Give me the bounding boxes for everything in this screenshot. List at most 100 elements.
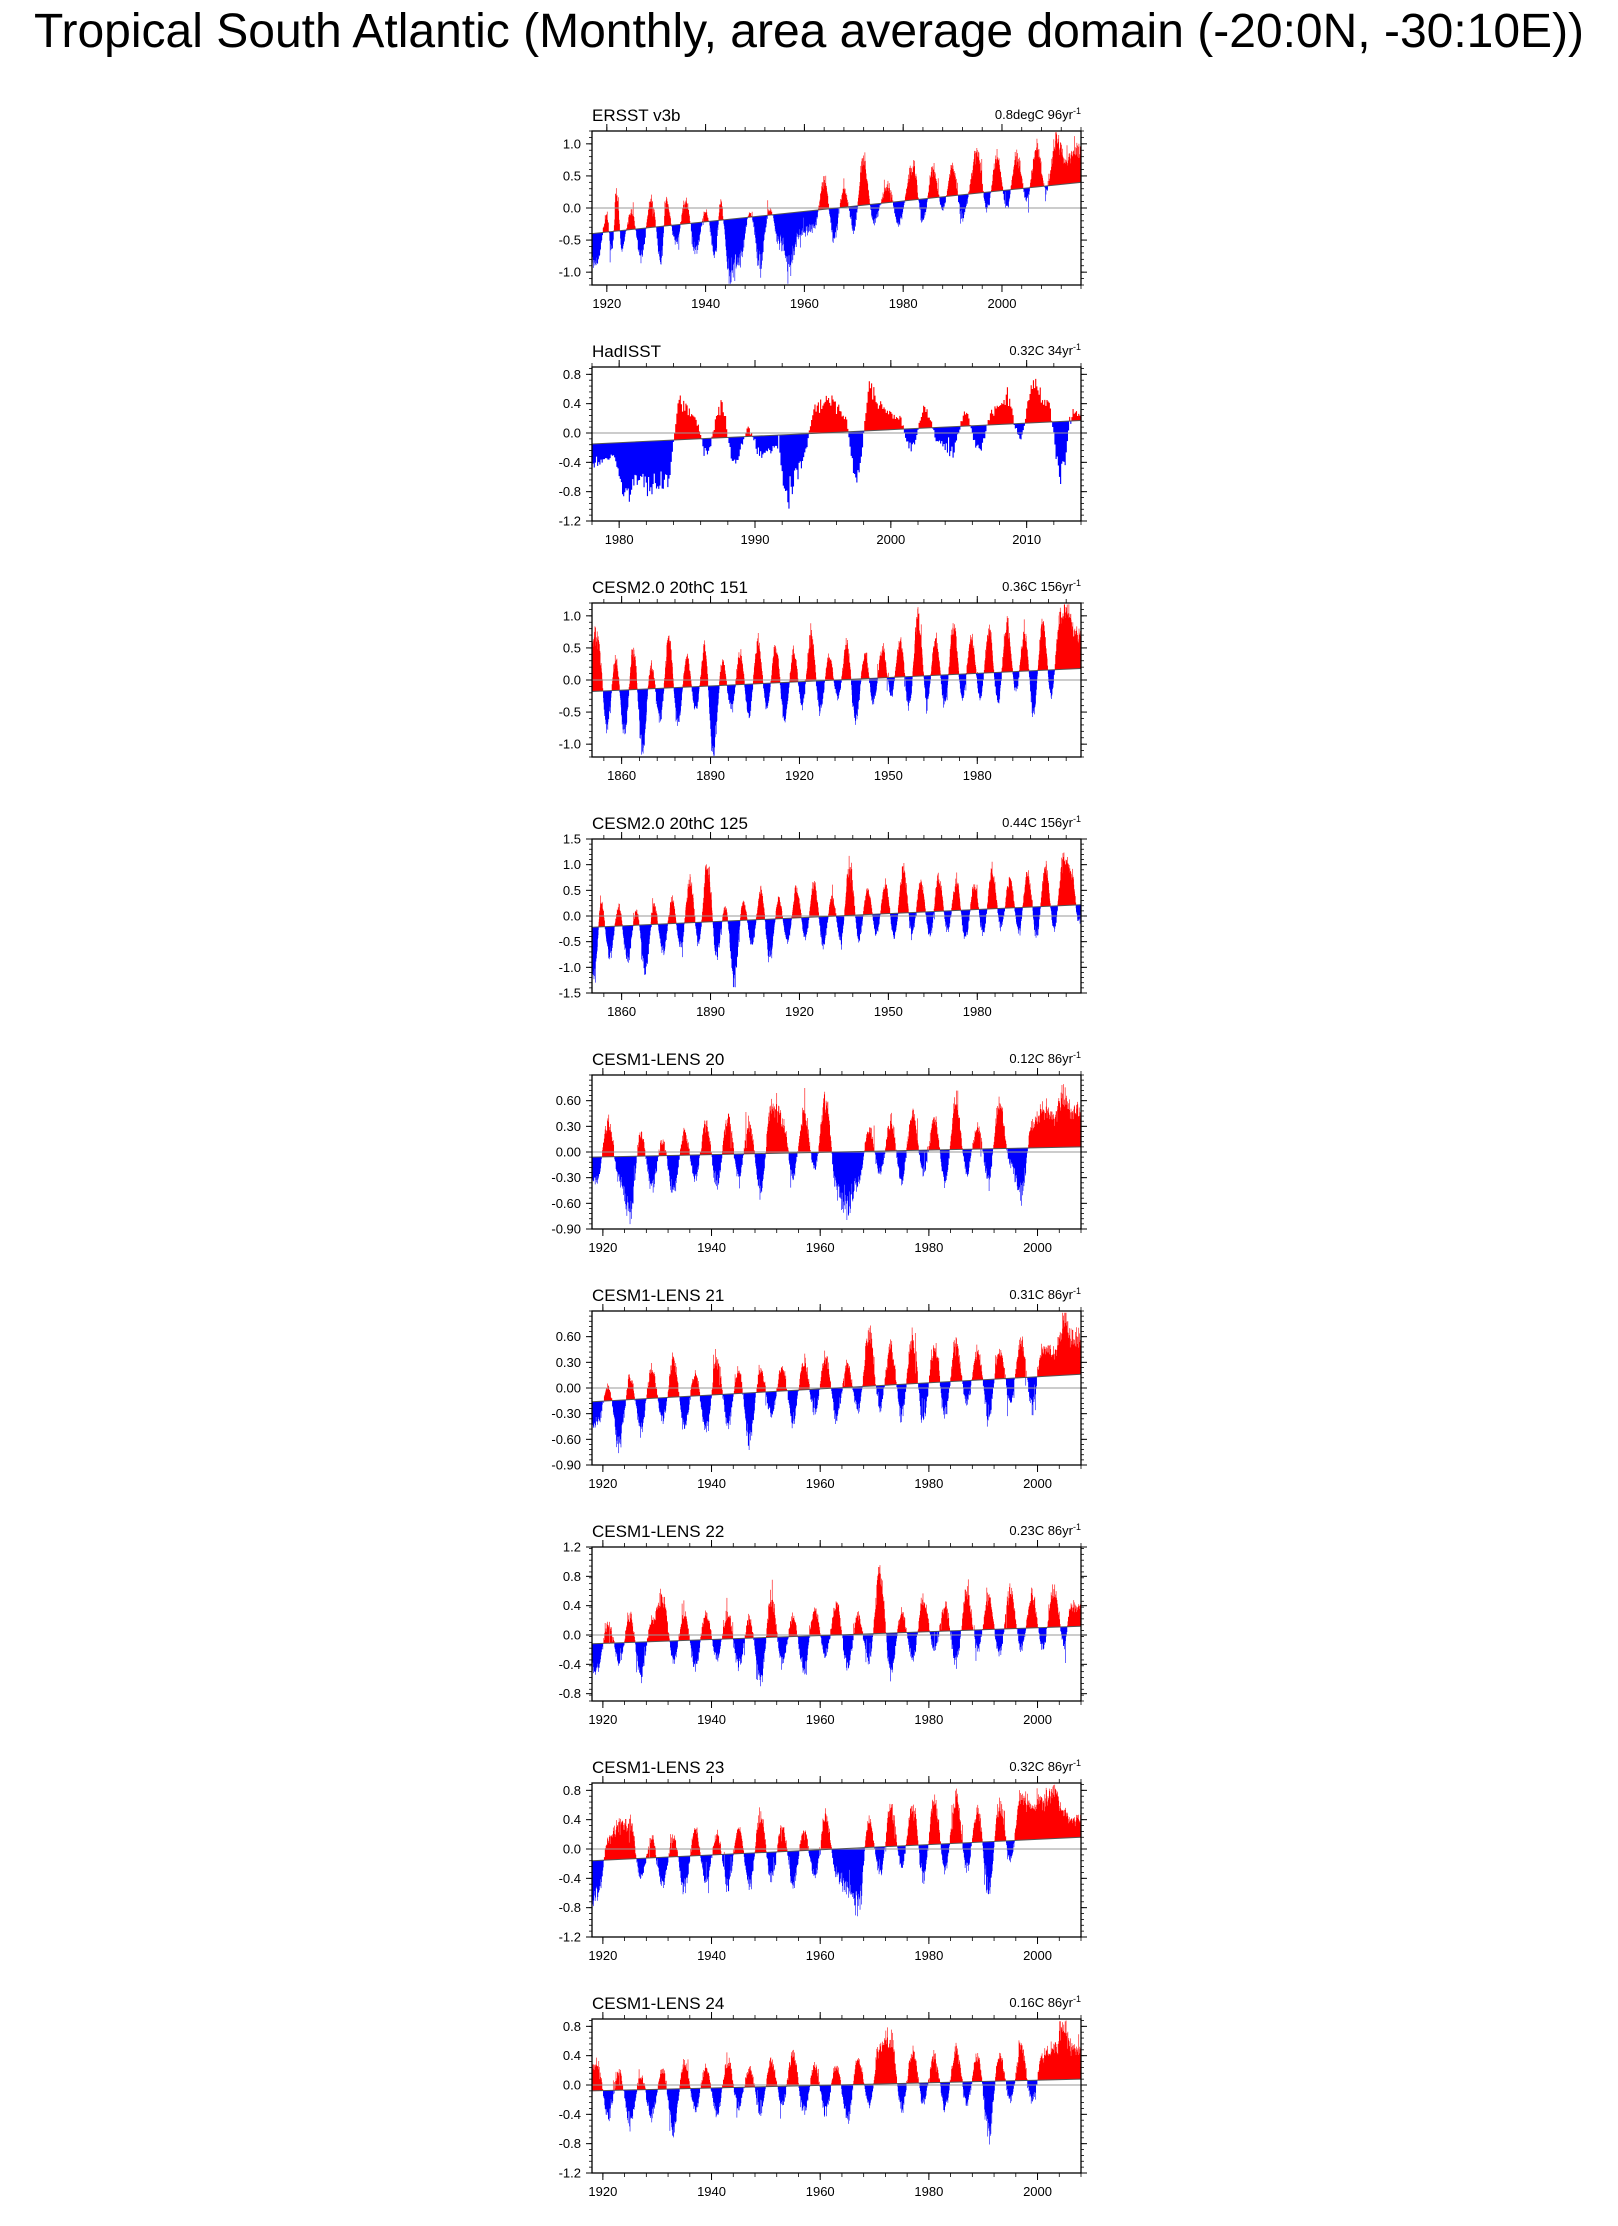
panel-title: HadISST bbox=[592, 342, 661, 361]
y-tick-label: -1.2 bbox=[559, 2166, 581, 2181]
x-tick-label: 2010 bbox=[1012, 532, 1041, 547]
chart-panel-8: CESM1-LENS 23 0.32C 86yr-1 0.8 0.4 0.0 -0.4 -0… bbox=[0, 1749, 1618, 1985]
chart-panel-9: CESM1-LENS 24 0.16C 86yr-1 0.8 0.4 0.0 -0.4 -0… bbox=[0, 1985, 1618, 2221]
y-tick-label: 1.2 bbox=[563, 1540, 581, 1555]
y-tick-label: -0.90 bbox=[551, 1458, 581, 1473]
y-tick-label: -0.8 bbox=[559, 1686, 581, 1701]
panel-title: ERSST v3b bbox=[592, 106, 681, 125]
trend-label: 0.23C 86yr-1 bbox=[1009, 1522, 1081, 1538]
x-tick-label: 1920 bbox=[785, 1004, 814, 1019]
y-tick-label: -0.8 bbox=[559, 2136, 581, 2151]
y-tick-label: -0.4 bbox=[559, 1657, 581, 1672]
chart-svg: CESM1-LENS 24 0.16C 86yr-1 0.8 0.4 0.0 -0.4 -0… bbox=[559, 1994, 1087, 2199]
y-tick-label: -1.0 bbox=[559, 265, 581, 280]
panel-title: CESM2.0 20thC 125 bbox=[592, 814, 748, 833]
trend-label: 0.36C 156yr-1 bbox=[1002, 578, 1081, 594]
x-tick-label: 1940 bbox=[697, 1240, 726, 1255]
y-tick-label: 0.8 bbox=[563, 1783, 581, 1798]
x-tick-label: 1980 bbox=[963, 1004, 992, 1019]
trend-unit-superscript: -1 bbox=[1073, 578, 1081, 588]
trend-label: 0.8degC 96yr-1 bbox=[995, 106, 1081, 122]
page-title: Tropical South Atlantic (Monthly, area a… bbox=[33, 5, 1585, 58]
chart-panel-5: CESM1-LENS 20 0.12C 86yr-1 0.60 0.30 0.00 -0.… bbox=[0, 1041, 1618, 1277]
y-tick-label: 0.0 bbox=[563, 1628, 581, 1643]
x-tick-label: 1960 bbox=[790, 296, 819, 311]
x-tick-label: 1980 bbox=[914, 1948, 943, 1963]
y-tick-label: 0.8 bbox=[563, 1569, 581, 1584]
chart-svg: CESM2.0 20thC 125 0.44C 156yr-1 1.5 1.0 0.5 0… bbox=[559, 814, 1087, 1019]
panel-title: CESM2.0 20thC 151 bbox=[592, 578, 748, 597]
x-tick-label: 1980 bbox=[914, 2184, 943, 2199]
x-tick-label: 2000 bbox=[1023, 2184, 1052, 2199]
y-tick-label: 0.8 bbox=[563, 367, 581, 382]
y-tick-label: 0.30 bbox=[556, 1355, 581, 1370]
positive-anomaly-bars bbox=[603, 1565, 1082, 1644]
trend-unit-superscript: -1 bbox=[1073, 1050, 1081, 1060]
x-tick-label: 1920 bbox=[588, 1240, 617, 1255]
chart-panel-4: CESM2.0 20thC 125 0.44C 156yr-1 1.5 1.0 0.5 0… bbox=[0, 805, 1618, 1041]
x-tick-label: 1940 bbox=[697, 1712, 726, 1727]
positive-anomaly-bars bbox=[603, 1784, 1082, 1861]
y-tick-label: 1.0 bbox=[563, 608, 581, 623]
chart-panel-2: HadISST 0.32C 34yr-1 0.8 0.4 0.0 -0.4 -0.8 -1.2… bbox=[0, 333, 1618, 569]
trend-unit-superscript: -1 bbox=[1073, 106, 1081, 116]
y-tick-label: 0.0 bbox=[563, 1842, 581, 1857]
y-tick-label: 1.0 bbox=[563, 136, 581, 151]
y-tick-label: -0.4 bbox=[559, 2107, 581, 2122]
chart-svg: CESM2.0 20thC 151 0.36C 156yr-1 1.0 0.5 0.0 -… bbox=[559, 578, 1087, 783]
y-tick-label: 0.00 bbox=[556, 1381, 581, 1396]
y-tick-label: 0.0 bbox=[563, 2078, 581, 2093]
positive-anomaly-bars bbox=[674, 378, 1082, 441]
y-tick-label: -0.30 bbox=[551, 1170, 581, 1185]
x-tick-label: 1940 bbox=[697, 2184, 726, 2199]
y-tick-label: -0.90 bbox=[551, 1222, 581, 1237]
trend-label: 0.16C 86yr-1 bbox=[1009, 1994, 1081, 2010]
x-tick-label: 1920 bbox=[588, 1948, 617, 1963]
x-tick-label: 2000 bbox=[1023, 1240, 1052, 1255]
x-tick-label: 1980 bbox=[914, 1712, 943, 1727]
panel-title: CESM1-LENS 24 bbox=[592, 1994, 724, 2013]
y-tick-label: 0.60 bbox=[556, 1329, 581, 1344]
positive-anomaly-bars bbox=[602, 132, 1082, 233]
trend-label: 0.44C 156yr-1 bbox=[1002, 814, 1081, 830]
y-tick-label: 0.0 bbox=[563, 673, 581, 688]
x-tick-label: 2000 bbox=[1023, 1712, 1052, 1727]
x-tick-label: 1920 bbox=[588, 1712, 617, 1727]
y-tick-label: 0.0 bbox=[563, 426, 581, 441]
trend-label: 0.31C 86yr-1 bbox=[1009, 1286, 1081, 1302]
chart-panel-6: CESM1-LENS 21 0.31C 86yr-1 0.60 0.30 0.00 -0.… bbox=[0, 1277, 1618, 1513]
x-tick-label: 2000 bbox=[876, 532, 905, 547]
y-tick-label: -0.30 bbox=[551, 1406, 581, 1421]
chart-panel-7: CESM1-LENS 22 0.23C 86yr-1 1.2 0.8 0.4 0.0 -0.… bbox=[0, 1513, 1618, 1749]
x-tick-label: 1980 bbox=[914, 1240, 943, 1255]
y-tick-label: 0.60 bbox=[556, 1093, 581, 1108]
x-tick-label: 1950 bbox=[874, 1004, 903, 1019]
positive-anomaly-bars bbox=[591, 604, 1082, 692]
y-tick-label: 0.4 bbox=[563, 2048, 581, 2063]
negative-anomaly-bars bbox=[591, 421, 1072, 509]
x-tick-label: 1960 bbox=[806, 1712, 835, 1727]
trend-unit-superscript: -1 bbox=[1073, 342, 1081, 352]
y-tick-label: -0.4 bbox=[559, 1871, 581, 1886]
trend-line bbox=[591, 1836, 1082, 1862]
trend-label: 0.32C 34yr-1 bbox=[1009, 342, 1081, 358]
x-tick-label: 1920 bbox=[588, 1476, 617, 1491]
y-tick-label: -1.2 bbox=[559, 1930, 581, 1945]
y-tick-label: -0.60 bbox=[551, 1432, 581, 1447]
x-tick-label: 1940 bbox=[697, 1476, 726, 1491]
x-tick-label: 1960 bbox=[806, 1240, 835, 1255]
y-tick-label: 0.0 bbox=[563, 909, 581, 924]
y-tick-label: 0.5 bbox=[563, 640, 581, 655]
trend-line bbox=[591, 667, 1082, 693]
positive-anomaly-bars bbox=[598, 852, 1077, 927]
trend-label: 0.12C 86yr-1 bbox=[1009, 1050, 1081, 1066]
trend-unit-superscript: -1 bbox=[1073, 1758, 1081, 1768]
trend-unit-superscript: -1 bbox=[1073, 1286, 1081, 1296]
x-tick-label: 2000 bbox=[1023, 1948, 1052, 1963]
panel-title: CESM1-LENS 22 bbox=[592, 1522, 724, 1541]
x-tick-label: 1980 bbox=[605, 532, 634, 547]
trend-line bbox=[591, 181, 1082, 235]
trend-line bbox=[591, 2078, 1082, 2092]
chart-svg: CESM1-LENS 20 0.12C 86yr-1 0.60 0.30 0.00 -0.… bbox=[551, 1050, 1087, 1255]
chart-svg: CESM1-LENS 22 0.23C 86yr-1 1.2 0.8 0.4 0.0 -0.… bbox=[559, 1522, 1087, 1727]
